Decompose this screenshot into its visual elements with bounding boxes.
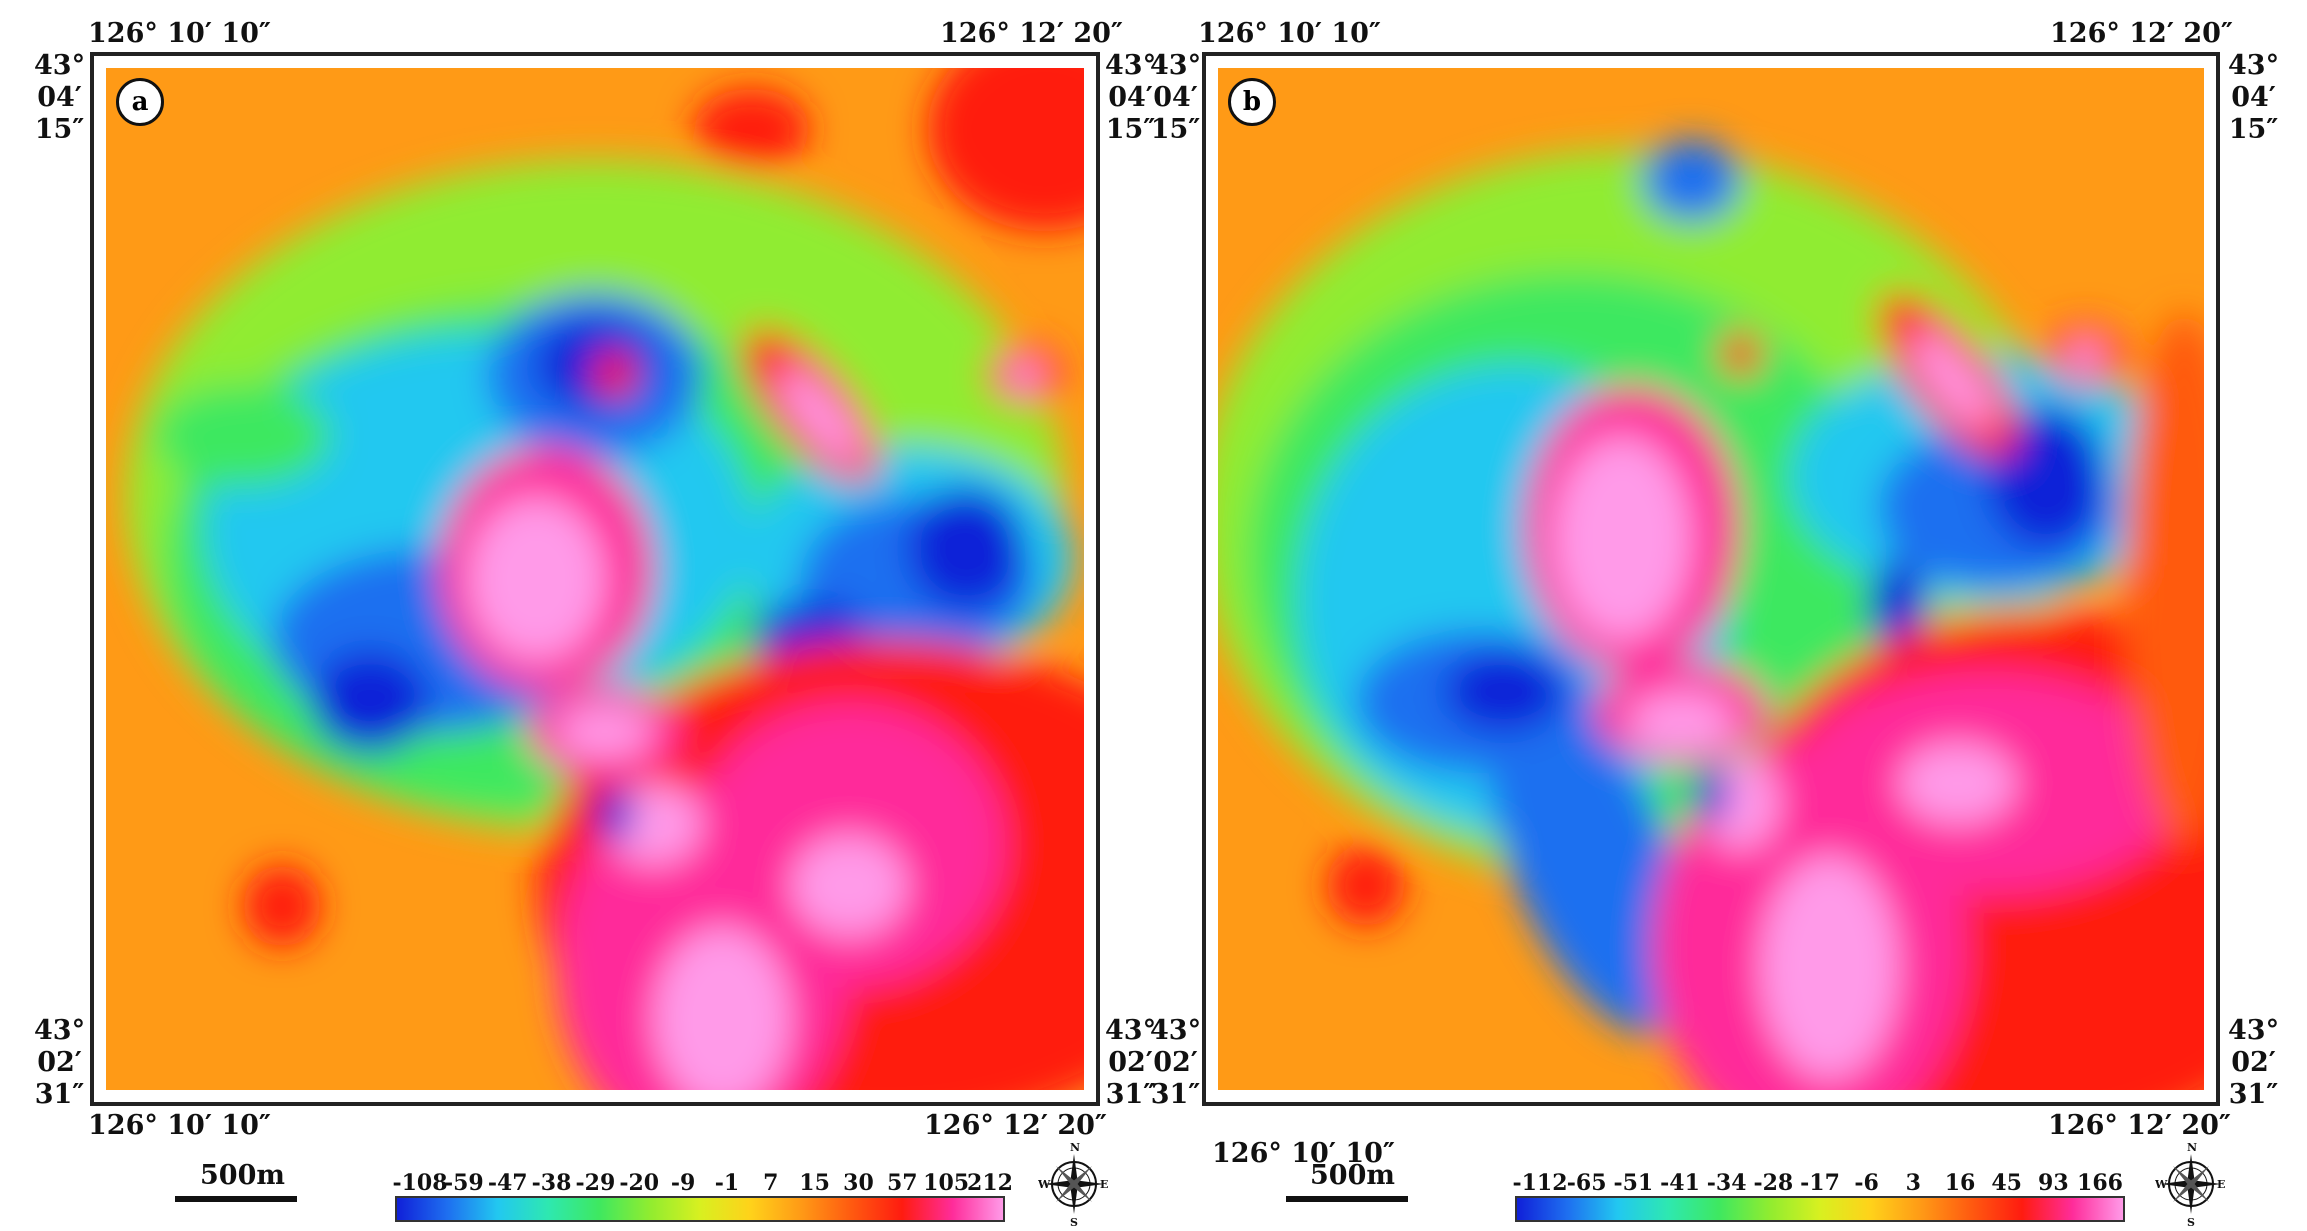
colorbar-tick: -20 xyxy=(619,1170,660,1196)
lon-top-right: 126° 12′ 20″ xyxy=(2050,18,2233,49)
colorbar xyxy=(395,1196,1005,1222)
lon-bottom-right: 126° 12′ 20″ xyxy=(924,1110,1107,1141)
compass-w: W xyxy=(1038,1178,1051,1191)
lat-top-left: 43° 04′ 15″ xyxy=(1150,50,1202,145)
colorbar-tick: 45 xyxy=(1991,1170,2022,1196)
colorbar-tick: 57 xyxy=(886,1170,918,1196)
colorbar-tick: 212 xyxy=(967,1170,1013,1196)
compass-s: S xyxy=(1070,1216,1078,1228)
panel-a: 126° 10′ 10″ 126° 12′ 20″ 43° 04′ 15″ 43° 0… xyxy=(0,0,1156,1231)
colorbar-tick: -112 xyxy=(1512,1170,1568,1196)
colorbar-tick: -59 xyxy=(443,1170,484,1196)
colorbar-tick: 7 xyxy=(763,1170,779,1196)
scale-bar xyxy=(175,1196,297,1202)
anomaly-map xyxy=(1218,68,2204,1090)
colorbar-tick: 105 xyxy=(923,1170,970,1196)
colorbar-tick: -28 xyxy=(1753,1170,1794,1196)
anomaly-map-frame xyxy=(90,52,1100,1106)
colorbar-tick: 15 xyxy=(799,1170,830,1196)
colorbar-tick: 93 xyxy=(2038,1170,2069,1196)
colorbar-tick: -1 xyxy=(714,1170,740,1196)
colorbar-tick: -41 xyxy=(1660,1170,1700,1196)
compass-w: W xyxy=(2155,1178,2168,1191)
compass-e: E xyxy=(1100,1178,1108,1191)
colorbar-tick: 16 xyxy=(1944,1170,1976,1196)
colorbar-tick: 166 xyxy=(2077,1170,2123,1196)
colorbar-tick: -6 xyxy=(1854,1170,1879,1196)
lat-top-right: 43° 04′ 15″ xyxy=(2228,50,2280,145)
lat-top-left: 43° 04′ 15″ xyxy=(34,50,86,145)
anomaly-map-frame xyxy=(1202,52,2220,1106)
compass-n: N xyxy=(2187,1141,2197,1154)
compass-rose-icon: N S E W xyxy=(2155,1141,2225,1228)
colorbar xyxy=(1515,1196,2125,1222)
scale-label: 500m xyxy=(200,1160,285,1191)
colorbar-tick-labels: -108 -59 -47 -38 -29 -20 -9 -1 7 15 30 57 105 212 xyxy=(392,1170,1013,1200)
lat-bottom-left: 43° 02′ 31″ xyxy=(1150,1015,1202,1110)
colorbar-tick: -38 xyxy=(531,1170,572,1196)
compass-rose-icon: N S E W xyxy=(1038,1141,1108,1228)
colorbar-tick: -65 xyxy=(1566,1170,1607,1196)
lat-bottom-left: 43° 02′ 31″ xyxy=(34,1015,86,1110)
colorbar-tick: -47 xyxy=(487,1170,528,1196)
panel-b: 126° 10′ 10″ 126° 12′ 20″ 43° 04′ 15″ 43° 0… xyxy=(1150,0,2307,1231)
compass-n: N xyxy=(1070,1141,1080,1154)
lon-top-right: 126° 12′ 20″ xyxy=(940,18,1123,49)
colorbar-tick: -108 xyxy=(392,1170,448,1196)
lon-top-left: 126° 10′ 10″ xyxy=(1198,18,1381,49)
scale-label: 500m xyxy=(1310,1160,1395,1191)
panel-label-b: b xyxy=(1228,78,1276,126)
panel-label-a: a xyxy=(116,78,164,126)
colorbar-tick-labels: -112 -65 -51 -41 -34 -28 -17 -6 3 16 45 93 166 xyxy=(1512,1170,2123,1200)
lat-top-right: 43° 04′ 15″ xyxy=(1105,50,1157,145)
colorbar-tick: 30 xyxy=(843,1170,874,1196)
colorbar-tick: 3 xyxy=(1905,1170,1921,1196)
lon-top-left: 126° 10′ 10″ xyxy=(88,18,271,49)
lon-bottom-left: 126° 10′ 10″ xyxy=(88,1110,271,1141)
lon-bottom-right: 126° 12′ 20″ xyxy=(2048,1110,2231,1141)
colorbar-tick: -51 xyxy=(1613,1170,1654,1196)
scale-bar xyxy=(1286,1196,1408,1202)
anomaly-map xyxy=(106,68,1084,1090)
colorbar-tick: -29 xyxy=(575,1170,616,1196)
lat-bottom-right: 43° 02′ 31″ xyxy=(1105,1015,1157,1110)
lon-bottom-left: 126° 10′ 10″ xyxy=(1212,1138,1395,1169)
lat-bottom-right: 43° 02′ 31″ xyxy=(2228,1015,2280,1110)
compass-e: E xyxy=(2217,1178,2225,1191)
colorbar-tick: -9 xyxy=(670,1170,696,1196)
compass-s: S xyxy=(2187,1216,2195,1228)
colorbar-tick: -17 xyxy=(1800,1170,1840,1196)
colorbar-tick: -34 xyxy=(1706,1170,1747,1196)
